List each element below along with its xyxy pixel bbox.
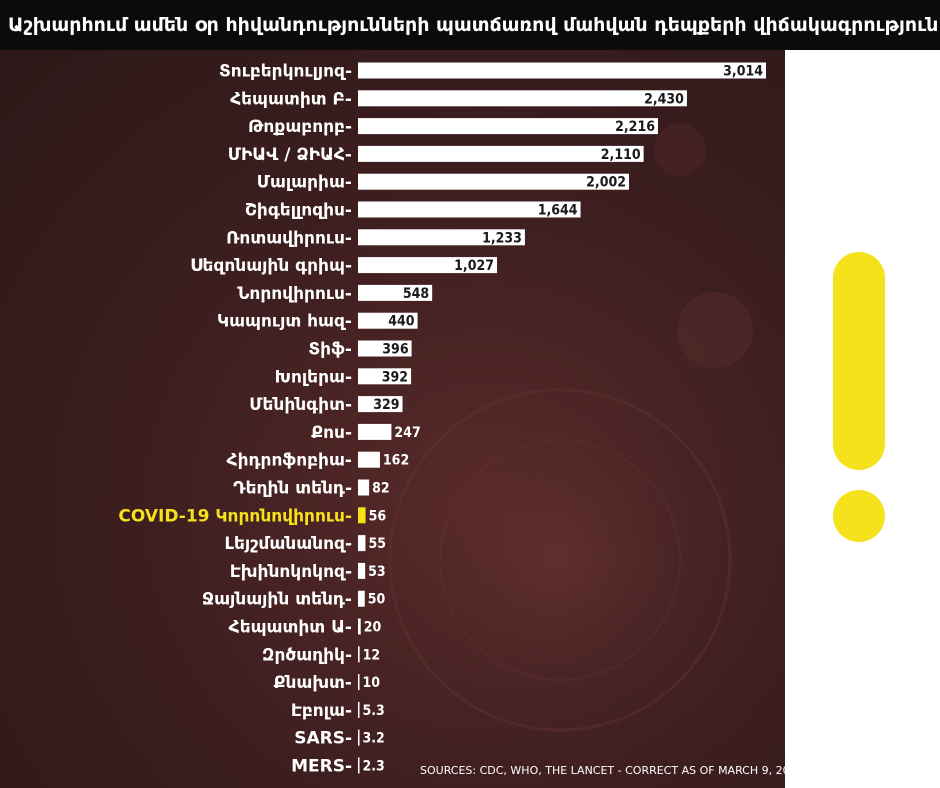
value-label: 2,002 <box>586 175 626 191</box>
bar-18 <box>358 562 366 579</box>
category-label: Խոլերա- <box>275 367 352 387</box>
category-label: Մալարիա- <box>257 173 352 193</box>
category-label: SARS- <box>294 729 352 749</box>
bar-15 <box>358 479 370 496</box>
value-label: 1,644 <box>538 203 578 219</box>
value-label: 2,216 <box>615 119 655 135</box>
category-label: Շիգելլոզիս- <box>245 201 352 221</box>
bar-20 <box>358 618 361 635</box>
bar-16 <box>358 507 366 524</box>
bar-21 <box>358 646 360 663</box>
value-label: 3,014 <box>723 64 763 80</box>
category-label: Հիդրոֆոբիա- <box>227 451 352 471</box>
value-label: 2,110 <box>601 147 641 163</box>
category-label: Քնախտ- <box>274 673 352 693</box>
bar-3 <box>358 145 644 162</box>
bar-6 <box>358 229 525 246</box>
category-label: Էբոլա- <box>291 701 352 721</box>
bars <box>358 62 766 774</box>
category-label: Հեպատիտ Բ- <box>230 89 352 109</box>
value-label: 1,027 <box>454 258 494 274</box>
category-label: Թոքաբորբ- <box>248 117 352 137</box>
category-label: Քոս- <box>311 423 352 443</box>
value-label: 548 <box>403 286 429 302</box>
bar-14 <box>358 451 380 468</box>
category-label: Տիֆ- <box>308 340 352 360</box>
bar-1 <box>358 90 687 107</box>
value-label: 5.3 <box>363 703 385 719</box>
bar-8 <box>358 284 433 301</box>
category-label: Սեզոնային գրիպ- <box>190 256 352 276</box>
virus-background-image <box>388 124 753 732</box>
value-label: 12 <box>363 647 381 663</box>
bar-22 <box>358 674 360 691</box>
value-label: 2,430 <box>644 91 684 107</box>
bar-11 <box>358 368 412 385</box>
category-label: MERS- <box>291 757 352 777</box>
bar-9 <box>358 312 418 329</box>
category-label: Ջայնային տենդ- <box>202 590 352 610</box>
category-label: Մենինգիտ- <box>249 395 352 415</box>
bar-7 <box>358 257 498 274</box>
value-label: 162 <box>383 453 409 469</box>
bar-25 <box>358 757 360 774</box>
bar-17 <box>358 535 366 552</box>
value-label: 10 <box>363 675 381 691</box>
value-label: 53 <box>368 564 386 580</box>
category-label: Դեղին տենդ- <box>233 479 352 499</box>
value-label: 396 <box>382 342 409 358</box>
value-label: 2.3 <box>363 759 385 775</box>
value-label: 20 <box>364 620 382 636</box>
category-labels: Տուբերկուլյոզ- Հեպատիտ Բ- Թոքաբորբ- ՄԻԱՎ / … <box>118 62 352 777</box>
value-label: 50 <box>368 592 386 608</box>
value-label: 82 <box>372 481 390 497</box>
bar-19 <box>358 590 365 607</box>
category-label: Զրծաղիկ- <box>262 645 352 665</box>
value-labels: 3,014 2,430 2,216 2,110 2,002 1,644 1,233 1,027… <box>363 64 764 775</box>
value-label: 3.2 <box>363 731 385 747</box>
bar-0 <box>358 62 766 79</box>
value-label: 329 <box>373 397 399 413</box>
category-label: Կապույտ հազ- <box>217 312 352 332</box>
source-note: SOURCES: CDC, WHO, THE LANCET - CORRECT … <box>420 764 804 777</box>
category-label: Էխինոկոկոզ- <box>230 562 352 582</box>
bar-13 <box>358 423 392 440</box>
bar-4 <box>358 173 630 190</box>
exclamation-icon <box>833 252 885 542</box>
bar-12 <box>358 396 403 413</box>
value-label: 440 <box>388 314 415 330</box>
chart-title: Աշխարհում ամեն օր հիվանդությունների պատճ… <box>0 0 940 50</box>
value-label: 247 <box>394 425 420 441</box>
category-label: ՄԻԱՎ / ՁԻԱՀ- <box>228 145 352 165</box>
bar-10 <box>358 340 412 357</box>
category-label: Լեյշմանանոզ- <box>225 534 353 554</box>
category-label: Տուբերկուլյոզ- <box>219 62 352 82</box>
value-label: 392 <box>382 369 408 385</box>
value-label: 55 <box>368 536 386 552</box>
bar-5 <box>358 201 581 218</box>
category-label: Հեպատիտ Ա- <box>229 618 352 638</box>
category-label: Նորովիրուս- <box>237 284 352 304</box>
value-label: 56 <box>369 508 387 524</box>
value-label: 1,233 <box>482 230 522 246</box>
chart-panel: Տուբերկուլյոզ- Հեպատիտ Բ- Թոքաբորբ- ՄԻԱՎ / … <box>0 50 785 788</box>
category-label: COVID-19 Կորոնովիրուս- <box>118 506 352 526</box>
bar-23 <box>358 701 360 718</box>
bar-2 <box>358 118 658 135</box>
category-label: Ռոտավիրուս- <box>226 228 352 248</box>
bar-24 <box>358 729 360 746</box>
bar-chart: Տուբերկուլյոզ- Հեպատիտ Բ- Թոքաբորբ- ՄԻԱՎ / … <box>118 62 766 777</box>
